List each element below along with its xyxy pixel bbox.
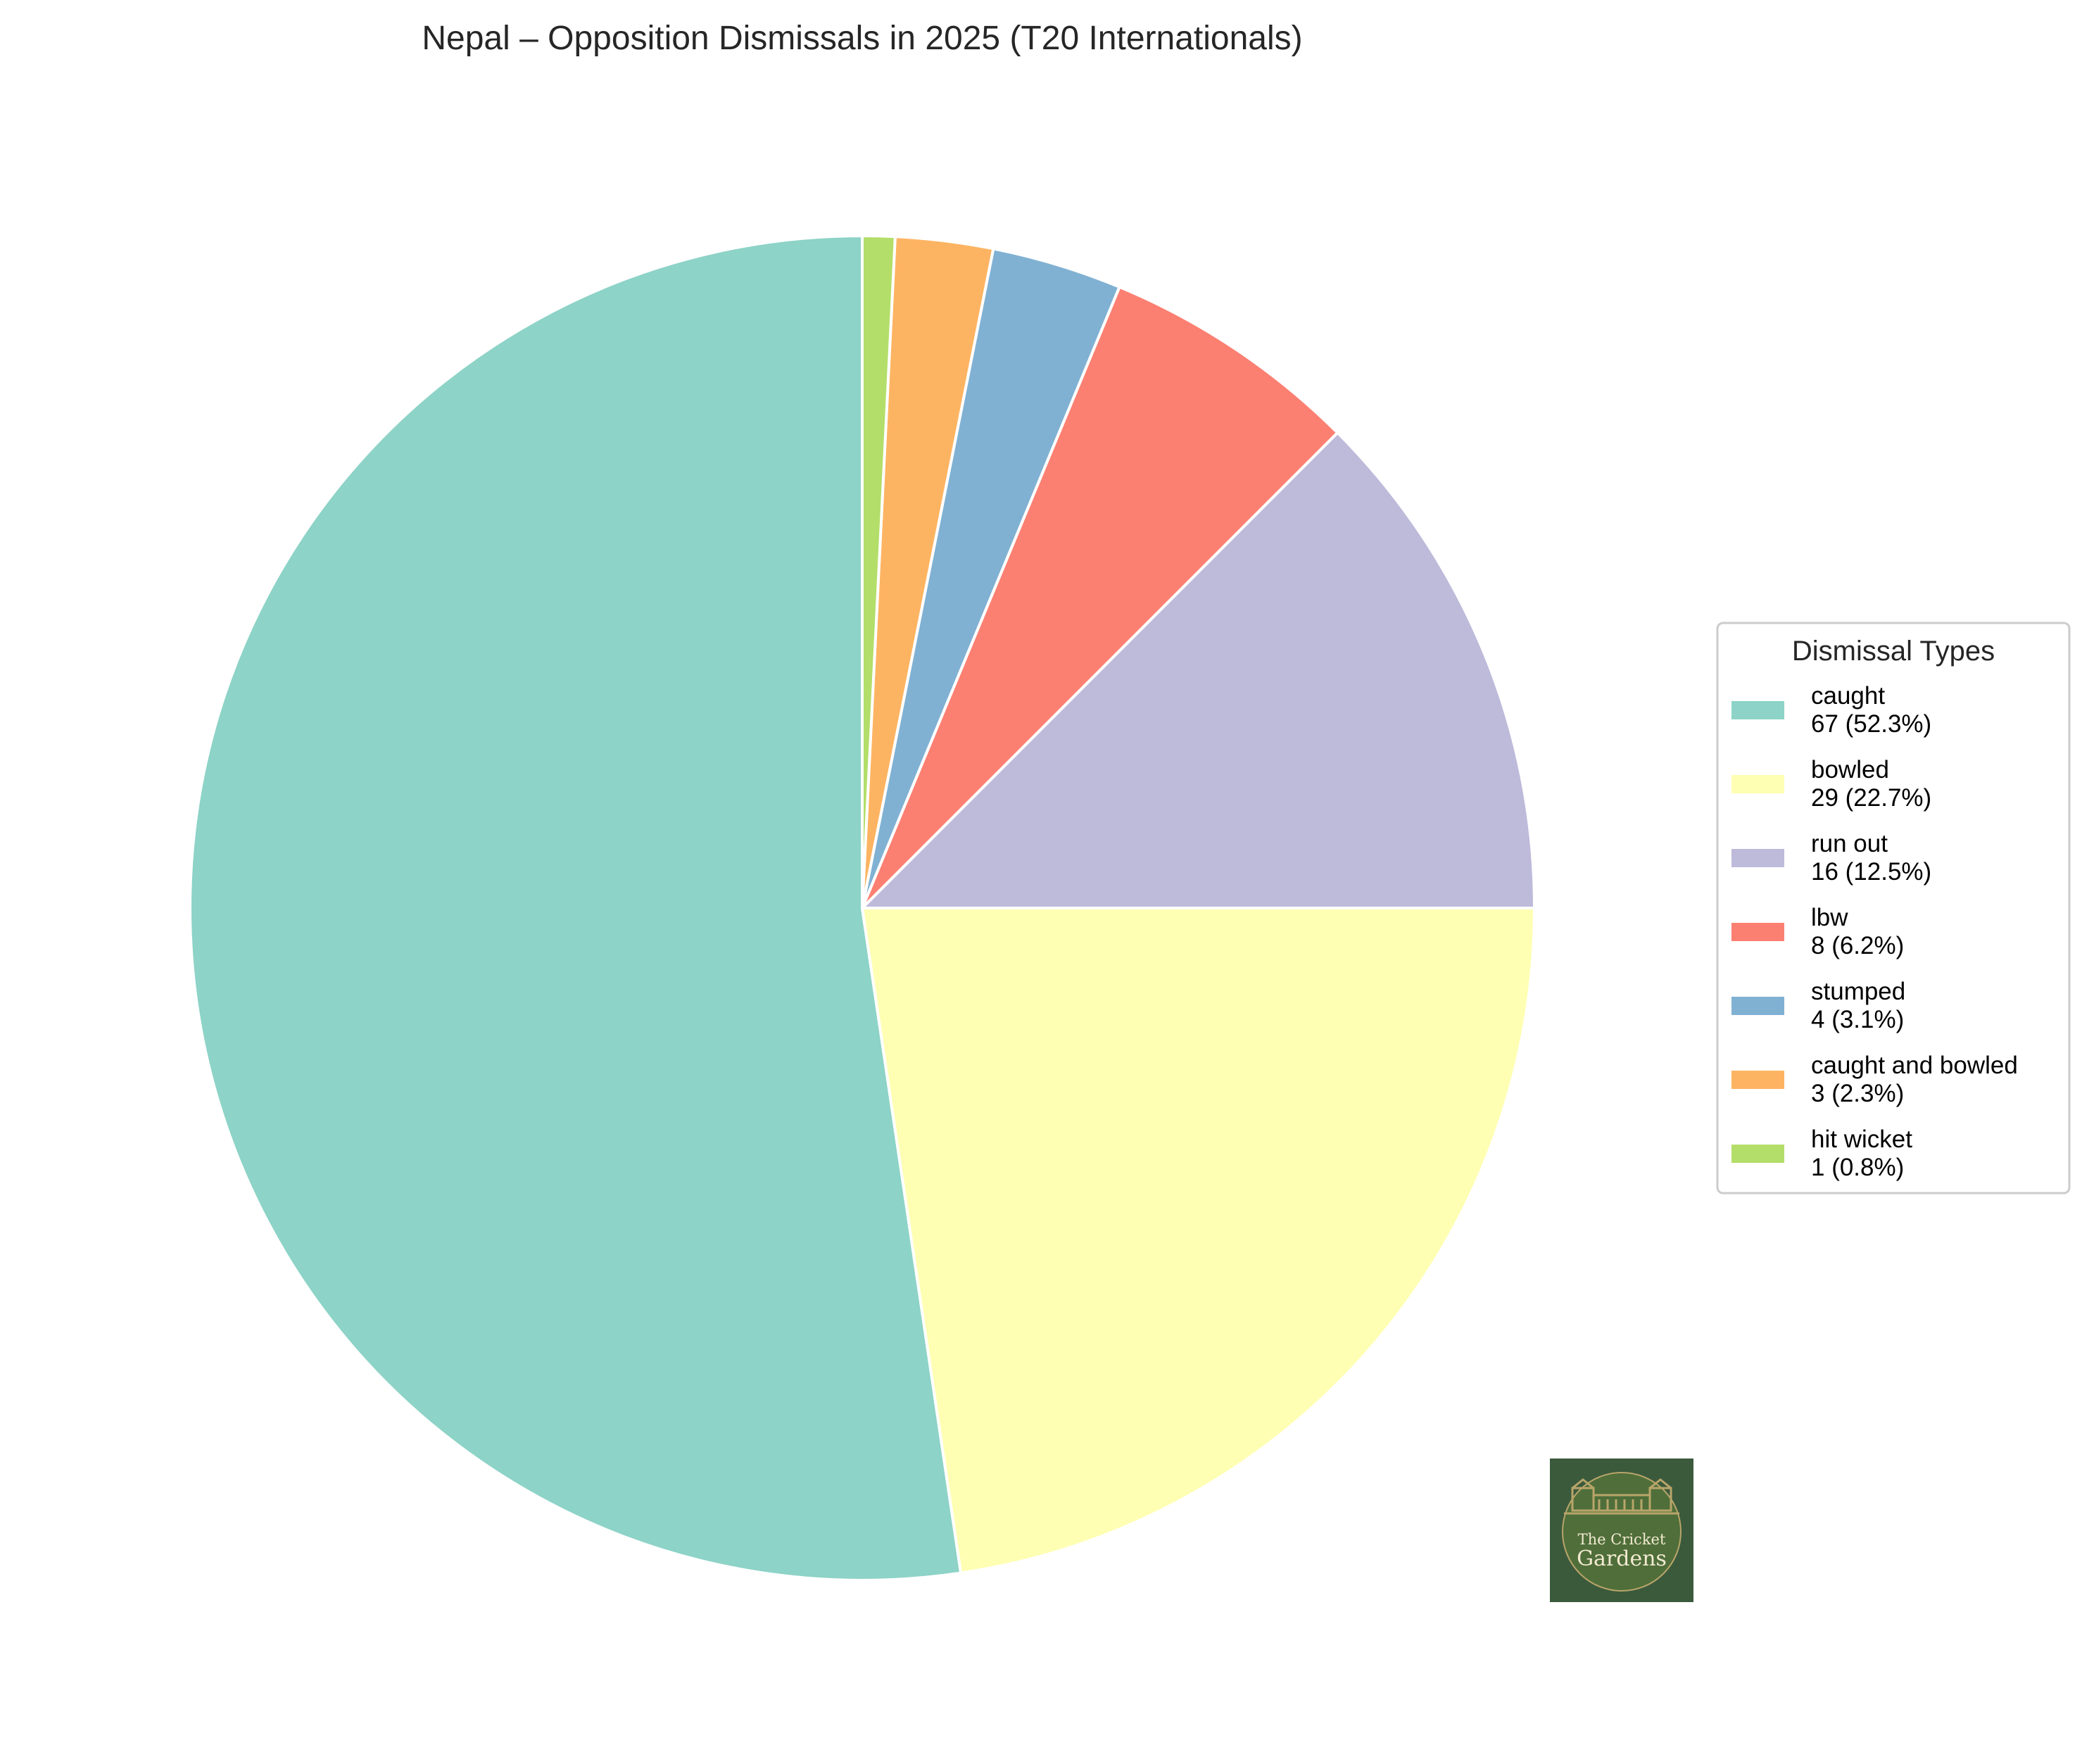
- legend-value: 4 (3.1%): [1811, 1006, 1904, 1033]
- legend-value: 1 (0.8%): [1811, 1154, 1904, 1181]
- pie-slice-caught: [189, 234, 963, 1582]
- logo-text-line2: Gardens: [1577, 1546, 1667, 1571]
- legend-swatch: [1731, 997, 1784, 1015]
- legend-value: 8 (6.2%): [1811, 932, 1904, 959]
- legend-label: lbw: [1811, 904, 1848, 931]
- legend-value: 16 (12.5%): [1811, 858, 1931, 886]
- legend-value: 29 (22.7%): [1811, 784, 1931, 812]
- legend-frame: [1716, 622, 2071, 1195]
- legend-swatch: [1731, 701, 1784, 719]
- pie-slice-lbw: [861, 285, 1339, 909]
- logo-circle: [1562, 1472, 1682, 1592]
- legend-label: stumped: [1811, 978, 1905, 1005]
- legend-label: caught and bowled: [1811, 1052, 2018, 1079]
- legend-swatch: [1731, 923, 1784, 941]
- legend-label: caught: [1811, 682, 1885, 710]
- legend-label: hit wicket: [1811, 1126, 1912, 1153]
- legend-swatch: [1731, 775, 1784, 793]
- legend-label: bowled: [1811, 756, 1889, 783]
- pie-slice-bowled: [861, 907, 1536, 1575]
- legend-swatch: [1731, 849, 1784, 867]
- legend-label: run out: [1811, 830, 1888, 857]
- pavilion-icon: [1564, 1478, 1679, 1515]
- logo-text-line1: The Cricket: [1578, 1531, 1666, 1548]
- pie-slice-run-out: [861, 431, 1536, 909]
- logo: The Cricket Gardens: [1550, 1459, 1693, 1602]
- pie-slice-hit-wicket: [861, 234, 897, 909]
- pie-slices: [189, 234, 1536, 1582]
- legend-title: Dismissal Types: [1792, 636, 1995, 667]
- legend-value: 3 (2.3%): [1811, 1080, 1904, 1107]
- legend-swatch: [1731, 1145, 1784, 1163]
- legend-swatch: [1731, 1071, 1784, 1089]
- legend-value: 67 (52.3%): [1811, 710, 1931, 738]
- chart-title: Nepal – Opposition Dismissals in 2025 (T…: [422, 20, 1302, 57]
